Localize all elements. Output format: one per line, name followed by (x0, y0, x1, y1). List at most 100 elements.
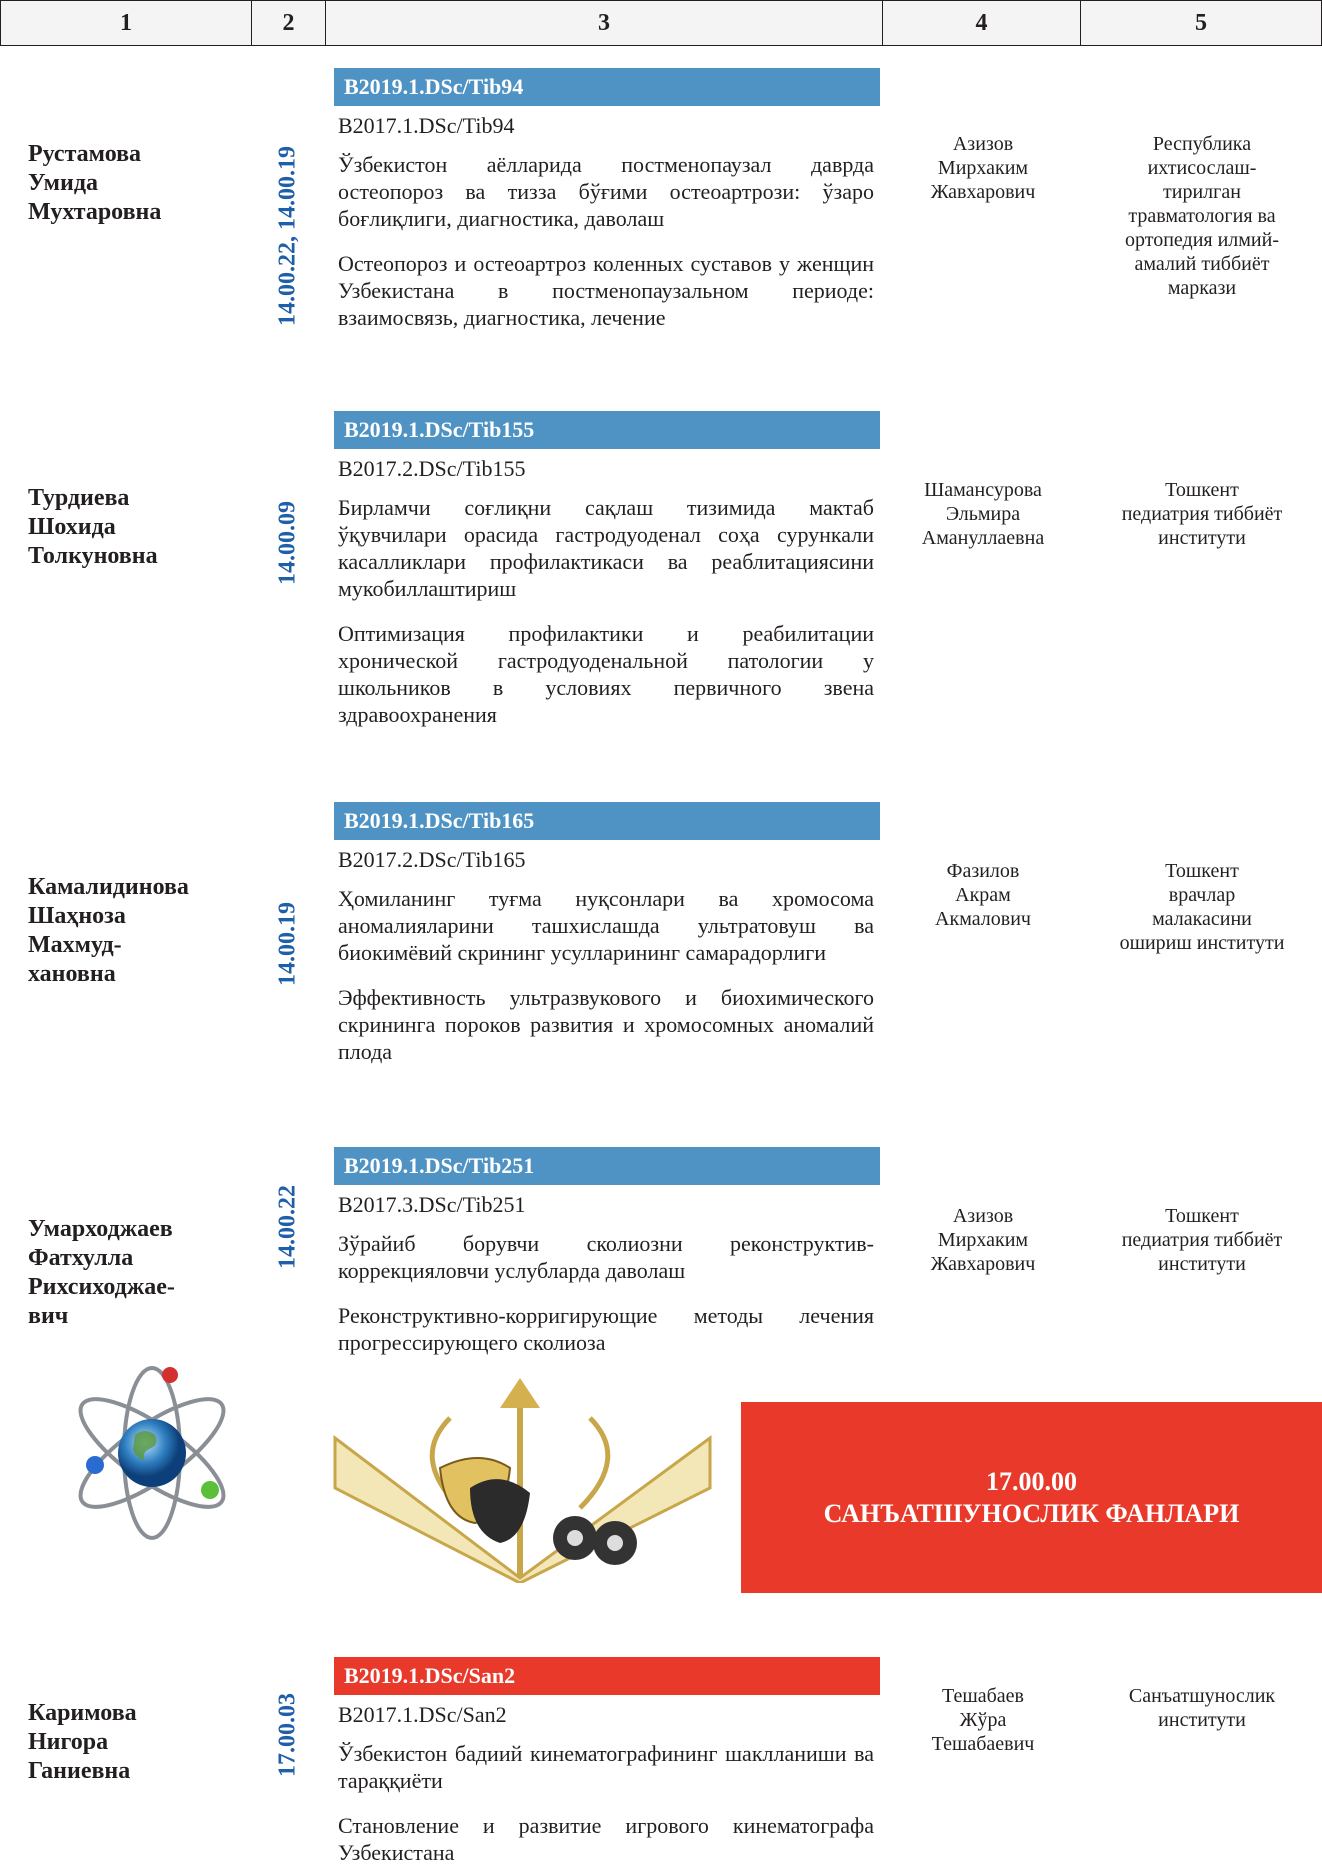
specialty-code: 14.00.22, 14.00.19 (274, 146, 301, 326)
text-line: маркази (1167, 277, 1237, 299)
text-line: Тешабаев (942, 1685, 1024, 1707)
specialty-code: 17.00.03 (274, 1693, 301, 1777)
text-line: Азизов (952, 1205, 1014, 1227)
text-line: Мирхаким (937, 1229, 1029, 1251)
title-uz: Ҳомиланинг туғма нуқсонлари ва хромосома… (338, 886, 874, 965)
title-uz: Зўрайиб борувчи сколиозни реконструктив-… (338, 1231, 874, 1283)
title-uz: Ўзбекистон бадиий кинематографининг шакл… (338, 1741, 874, 1793)
text-line: Тошкент (1165, 1205, 1239, 1227)
institution: Санъатшунослик институти (1082, 1684, 1322, 1732)
text-line: институти (1158, 1253, 1246, 1275)
new-code-bar: B2019.1.DSc/San2 (334, 1657, 880, 1695)
text-line: Тошкент (1165, 860, 1239, 882)
text-line: Нигора (28, 1729, 109, 1755)
text-line: Каримова (28, 1700, 137, 1726)
title-ru: Остеопороз и остеоартроз коленных сустав… (338, 251, 874, 330)
text-line: Рихсиходжае- (28, 1274, 175, 1300)
old-code: B2017.1.DSc/Tib94 (338, 113, 515, 138)
text-line: Мирхаким (937, 157, 1029, 179)
text-line: Санъатшунослик (1128, 1685, 1276, 1707)
institution: Тошкент педиатрия тиббиёт институти (1082, 478, 1322, 550)
old-code: B2017.1.DSc/San2 (338, 1702, 507, 1727)
text-line: Турдиева (28, 485, 130, 511)
supervisor: Фазилов Акрам Акмалович (886, 859, 1080, 931)
text-line: Жавхарович (930, 181, 1036, 203)
supervisor: Тешабаев Жўра Тешабаевич (886, 1684, 1080, 1756)
text-line: хановна (28, 961, 116, 987)
title-ru: Эффективность ультразвукового и биохимич… (338, 985, 874, 1064)
dissertation: B2019.1.DSc/San2 B2017.1.DSc/San2 Ўзбекист… (334, 1657, 880, 1866)
header-cell: 4 (882, 0, 1081, 46)
text-line: Жавхарович (930, 1253, 1036, 1275)
specialty-code: 14.00.19 (274, 902, 301, 986)
text-line: Тошкент (1165, 479, 1239, 501)
text-line: ихтисослаш- (1147, 157, 1257, 179)
institution: Тошкент врачлар малакасини ошириш институти (1082, 859, 1322, 955)
specialty-code: 14.00.22 (274, 1185, 301, 1269)
text-line: Амануллаевна (921, 527, 1045, 549)
text-line: институти (1158, 527, 1246, 549)
new-code-bar: B2019.1.DSc/Tib251 (334, 1147, 880, 1185)
title-uz: Ўзбекистон аёлларида постменопаузал давр… (338, 152, 874, 231)
author-name: Турдиева Шохида Толкуновна (28, 484, 248, 571)
institution: Тошкент педиатрия тиббиёт институти (1082, 1204, 1322, 1276)
section-code: 17.00.00 (986, 1466, 1077, 1496)
dissertation: B2019.1.DSc/Tib165 B2017.2.DSc/Tib165 Ҳоми… (334, 802, 880, 1065)
text-line: Толкуновна (28, 543, 158, 569)
text-line: ортопедия илмий- (1124, 229, 1279, 251)
old-code: B2017.2.DSc/Tib155 (338, 456, 526, 481)
text-line: Рустамова (28, 141, 142, 167)
atom-icon (78, 1366, 226, 1540)
author-name: Рустамова Умида Мухтаровна (28, 140, 248, 227)
text-line: институти (1158, 1709, 1246, 1731)
text-line: врачлар (1168, 884, 1236, 906)
text-line: Жўра (959, 1709, 1007, 1731)
new-code-bar: B2019.1.DSc/Tib94 (334, 68, 880, 106)
text-line: педиатрия тиббиёт (1121, 503, 1283, 525)
dissertation: B2019.1.DSc/Tib94 B2017.1.DSc/Tib94 Ўзбеки… (334, 68, 880, 331)
section-title: САНЪАТШУНОСЛИК ФАНЛАРИ (823, 1498, 1240, 1528)
text-line: вич (28, 1303, 69, 1329)
text-line: тирилган (1163, 181, 1241, 203)
author-name: Умарходжаев Фатхулла Рихсиходжае-вич (28, 1215, 248, 1331)
supervisor: Азизов Мирхаким Жавхарович (886, 1204, 1080, 1276)
text-line: педиатрия тиббиёт (1121, 1229, 1283, 1251)
text-line: малакасини (1152, 908, 1252, 930)
old-code: B2017.2.DSc/Tib165 (338, 847, 526, 872)
text-line: Шохида (28, 514, 116, 540)
specialty-code: 14.00.09 (274, 501, 301, 585)
dissertation: B2019.1.DSc/Tib251 B2017.3.DSc/Tib251 Зўра… (334, 1147, 880, 1356)
text-line: амалий тиббиёт (1134, 253, 1270, 275)
text-line: Фатхулла (28, 1245, 134, 1271)
dissertation: B2019.1.DSc/Tib155 B2017.2.DSc/Tib155 Бирл… (334, 411, 880, 728)
text-line: Камалидинова (28, 874, 189, 900)
text-line: Эльмира (945, 503, 1021, 525)
new-code-bar: B2019.1.DSc/Tib155 (334, 411, 880, 449)
author-name: Камалидинова Шаҳноза Махмуд-хановна (28, 873, 248, 989)
text-line: Акмалович (935, 908, 1031, 930)
header-cell: 5 (1080, 0, 1322, 46)
text-line: Мухтаровна (28, 199, 162, 225)
text-line: травматология ва (1128, 205, 1276, 227)
header-cell: 1 (0, 0, 252, 46)
header-cell: 2 (251, 0, 326, 46)
text-line: Ганиевна (28, 1758, 131, 1784)
text-line: Умарходжаев (28, 1216, 173, 1242)
section-banner: 17.00.00 САНЪАТШУНОСЛИК ФАНЛАРИ (741, 1402, 1322, 1593)
text-line: Фазилов (946, 860, 1020, 882)
text-line: Умида (28, 170, 98, 196)
title-ru: Реконструктивно-корригирующие методы леч… (338, 1303, 874, 1355)
text-line: Тешабаевич (931, 1733, 1035, 1755)
text-line: Азизов (952, 133, 1014, 155)
author-name: Каримова Нигора Ганиевна (28, 1699, 248, 1786)
old-code: B2017.3.DSc/Tib251 (338, 1192, 526, 1217)
new-code-bar: B2019.1.DSc/Tib165 (334, 802, 880, 840)
text-line: Шаҳноза (28, 903, 126, 929)
institution: Республика ихтисослаш-тирилган травматолог… (1082, 132, 1322, 300)
theater-icon (333, 1378, 712, 1583)
header-cell: 3 (325, 0, 883, 46)
title-uz: Бирламчи соғлиқни сақлаш тизимида мактаб… (338, 495, 874, 601)
text-line: Махмуд- (28, 932, 122, 958)
text-line: ошириш институти (1119, 932, 1285, 954)
